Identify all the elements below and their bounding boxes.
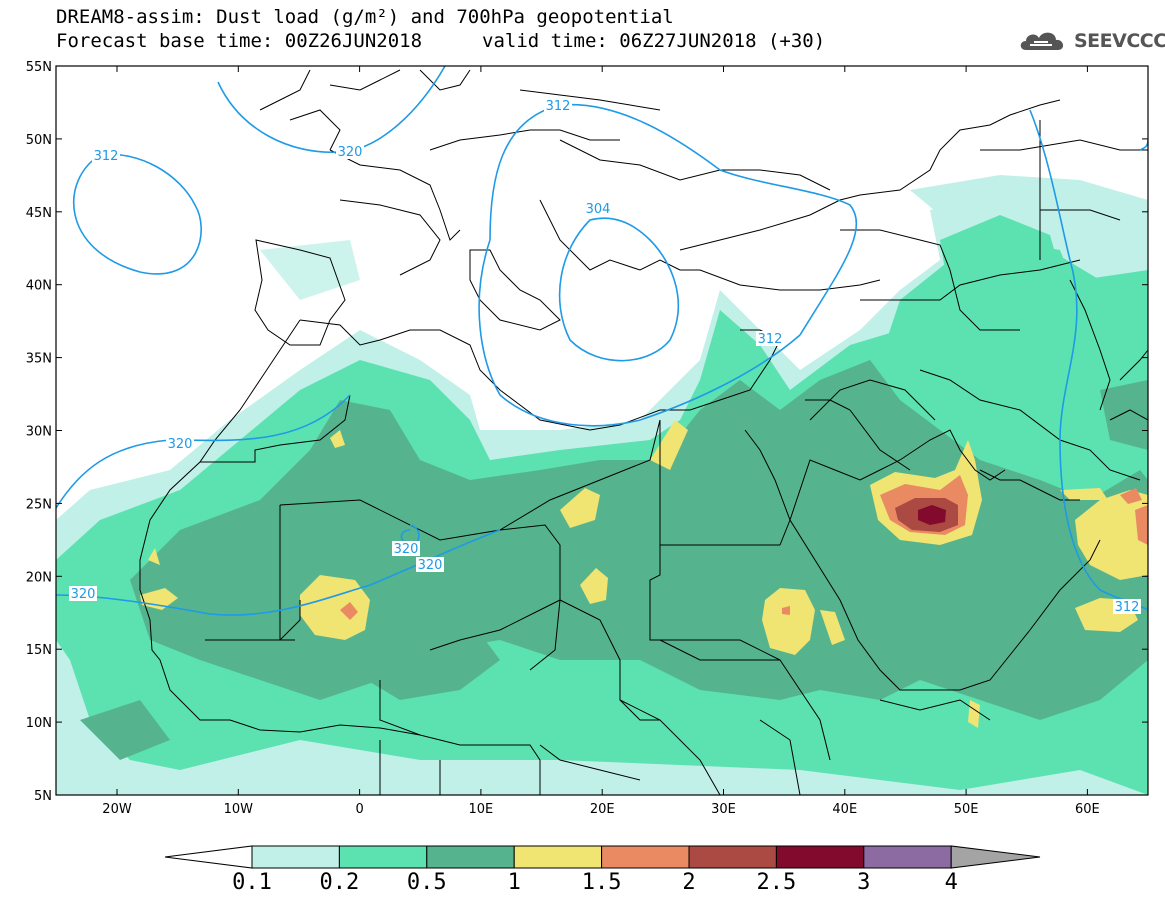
lat-label: 30N (26, 425, 52, 440)
lon-label: 50E (954, 802, 979, 817)
lat-label: 20N (26, 570, 52, 585)
lat-label: 15N (26, 643, 52, 658)
seevccc-logo: SEEVCCC (1018, 28, 1165, 54)
colorbar (164, 845, 1041, 869)
logo-text: SEEVCCC (1074, 30, 1165, 52)
contour-label: 312 (758, 332, 783, 347)
colorbar-label: 2 (682, 870, 696, 895)
lon-label: 30E (711, 802, 736, 817)
dust-shading (56, 175, 1148, 795)
coastlines (139, 69, 1148, 795)
lat-label: 5N (34, 789, 52, 804)
colorbar-label: 0.1 (232, 870, 272, 895)
colorbar-label: 0.5 (406, 870, 447, 895)
lat-label: 50N (26, 133, 52, 148)
lat-label: 45N (26, 206, 52, 221)
valid-time: valid time: 06Z27JUN2018 (+30) (482, 30, 826, 52)
latitude-axis: 55N 50N 45N 40N 35N 30N 25N 20N 15N 10N 5N (26, 60, 1148, 804)
colorbar-segment (513, 845, 603, 869)
colorbar-label: 1 (507, 870, 521, 895)
colorbar-label: 1.5 (581, 870, 622, 895)
colorbar-segment (251, 845, 340, 869)
contour-label: 312 (1115, 600, 1140, 615)
contour-label: 312 (94, 149, 119, 164)
longitude-axis: 20W 10W 0 10E 20E 30E 40E 50E 60E (102, 66, 1100, 817)
lat-label: 35N (26, 352, 52, 367)
colorbar-label: 3 (857, 870, 871, 895)
lon-label: 0 (355, 802, 363, 817)
contour-label: 320 (394, 542, 419, 557)
colorbar-segment (775, 845, 865, 869)
lon-label: 20W (102, 802, 132, 817)
lon-label: 10E (469, 802, 494, 817)
contour-label: 312 (546, 99, 571, 114)
colorbar-label: 4 (944, 870, 958, 895)
colorbar-under-arrow (164, 845, 253, 869)
colorbar-segment (863, 845, 952, 869)
lon-label: 40E (832, 802, 857, 817)
colorbar-label: 0.2 (319, 870, 360, 895)
colorbar-segment (426, 845, 515, 869)
contour-label: 304 (586, 202, 611, 217)
colorbar-segment (338, 845, 428, 869)
colorbar-over-arrow (950, 845, 1041, 869)
contour-label: 320 (338, 145, 363, 160)
lat-label: 40N (26, 279, 52, 294)
colorbar-segment (688, 845, 777, 869)
forecast-base-time: Forecast base time: 00Z26JUN2018 (56, 30, 423, 52)
lat-label: 25N (26, 497, 52, 512)
lat-label: 55N (26, 60, 52, 75)
lon-label: 20E (590, 802, 615, 817)
lon-label: 10W (224, 802, 254, 817)
colorbar-label: 2.5 (756, 870, 797, 895)
contour-label: 320 (71, 587, 96, 602)
contour-label: 320 (168, 437, 193, 452)
contour-label: 320 (418, 558, 443, 573)
lat-label: 10N (26, 716, 52, 731)
map-title: DREAM8-assim: Dust load (g/m²) and 700hP… (56, 6, 674, 28)
colorbar-segment (601, 845, 690, 869)
contour-labels: 312 320 312 304 312 320 320 320 320 312 (69, 98, 1141, 615)
lon-label: 60E (1075, 802, 1100, 817)
cloud-icon (1020, 32, 1064, 50)
